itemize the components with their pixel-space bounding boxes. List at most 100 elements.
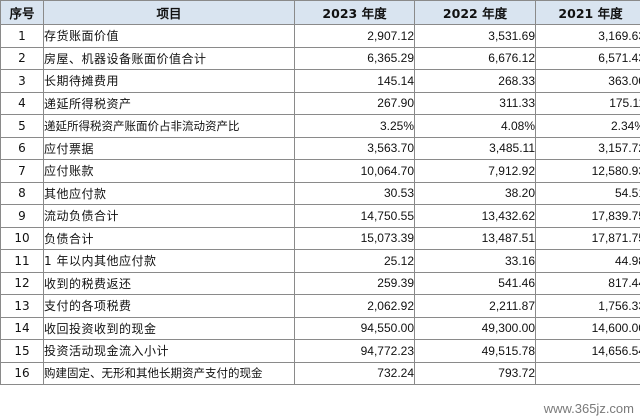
- value-2023: 6,365.29: [294, 46, 415, 70]
- row-item-label: 支付的各项税费: [43, 294, 295, 318]
- value-2021: 2.34%: [535, 114, 640, 138]
- row-number: 15: [0, 339, 44, 363]
- row-item-label: 房屋、机器设备账面价值合计: [43, 46, 295, 70]
- row-number: 9: [0, 204, 44, 228]
- value-2023: 2,062.92: [294, 294, 415, 318]
- row-number: 1: [0, 24, 44, 48]
- table-body: 1存货账面价值2,907.123,531.693,169.632房屋、机器设备账…: [0, 24, 640, 385]
- row-number: 4: [0, 91, 44, 115]
- value-2023: 267.90: [294, 91, 415, 115]
- row-item-label: 其他应付款: [43, 181, 295, 205]
- value-2022: 7,912.92: [414, 159, 536, 183]
- row-item-label: 负债合计: [43, 226, 295, 250]
- header-2022: 2022 年度: [414, 0, 536, 25]
- value-2021: [535, 361, 640, 385]
- value-2021: 6,571.43: [535, 46, 640, 70]
- value-2021: 817.44: [535, 271, 640, 295]
- value-2021: 3,157.72: [535, 136, 640, 160]
- value-2023: 3.25%: [294, 114, 415, 138]
- row-item-label: 购建固定、无形和其他长期资产支付的现金: [43, 361, 295, 385]
- value-2022: 6,676.12: [414, 46, 536, 70]
- table-row: 16 购建固定、无形和其他长期资产支付的现金 732.24 793.72: [0, 361, 640, 385]
- value-2023: 3,563.70: [294, 136, 415, 160]
- value-2023: 94,550.00: [294, 316, 415, 340]
- value-2021: 17,871.75: [535, 226, 640, 250]
- value-2022: 13,432.62: [414, 204, 536, 228]
- value-2022: 38.20: [414, 181, 536, 205]
- table-row: 9 流动负债合计 14,750.55 13,432.62 17,839.75: [0, 204, 640, 228]
- value-2022: 49,515.78: [414, 339, 536, 363]
- value-2023: 2,907.12: [294, 24, 415, 48]
- watermark: www.365jz.com: [543, 401, 634, 416]
- header-2021: 2021 年度: [535, 0, 640, 25]
- row-item-label: 应付账款: [43, 159, 295, 183]
- table-header: 序号 项目 2023 年度 2022 年度 2021 年度: [0, 0, 640, 25]
- row-number: 10: [0, 226, 44, 250]
- row-number: 3: [0, 69, 44, 93]
- row-item-label: 应付票据: [43, 136, 295, 160]
- value-2021: 17,839.75: [535, 204, 640, 228]
- value-2021: 363.00: [535, 69, 640, 93]
- header-item: 项目: [43, 0, 295, 25]
- row-item-label: 1 年以内其他应付款: [43, 249, 295, 273]
- table-row: 14 收回投资收到的现金 94,550.00 49,300.00 14,600.00: [0, 316, 640, 340]
- value-2021: 1,756.33: [535, 294, 640, 318]
- header-2023: 2023 年度: [294, 0, 415, 25]
- row-number: 11: [0, 249, 44, 273]
- header-row: 序号 项目 2023 年度 2022 年度 2021 年度: [0, 0, 640, 25]
- table-row: 15 投资活动现金流入小计 94,772.23 49,515.78 14,656.54: [0, 339, 640, 363]
- value-2021: 54.51: [535, 181, 640, 205]
- value-2021: 14,656.54: [535, 339, 640, 363]
- value-2023: 145.14: [294, 69, 415, 93]
- row-number: 7: [0, 159, 44, 183]
- header-no: 序号: [0, 0, 44, 25]
- row-item-label: 投资活动现金流入小计: [43, 339, 295, 363]
- value-2023: 732.24: [294, 361, 415, 385]
- row-number: 12: [0, 271, 44, 295]
- value-2021: 44.98: [535, 249, 640, 273]
- row-number: 6: [0, 136, 44, 160]
- value-2021: 175.11: [535, 91, 640, 115]
- row-item-label: 流动负债合计: [43, 204, 295, 228]
- row-number: 2: [0, 46, 44, 70]
- financial-table: 序号 项目 2023 年度 2022 年度 2021 年度 1 存货账面价值 2,9…: [0, 0, 640, 385]
- table-row: 10 负债合计 15,073.39 13,487.51 17,871.75: [0, 226, 640, 250]
- value-2022: 311.33: [414, 91, 536, 115]
- row-item-label: 存货账面价值: [43, 24, 295, 48]
- value-2022: 268.33: [414, 69, 536, 93]
- row-number: 8: [0, 181, 44, 205]
- row-item-label: 收回投资收到的现金: [43, 316, 295, 340]
- value-2022: 793.72: [414, 361, 536, 385]
- value-2022: 3,531.69: [414, 24, 536, 48]
- row-number: 16: [0, 361, 44, 385]
- value-2022: 49,300.00: [414, 316, 536, 340]
- value-2022: 13,487.51: [414, 226, 536, 250]
- value-2021: 3,169.63: [535, 24, 640, 48]
- row-number: 5: [0, 114, 44, 138]
- value-2023: 94,772.23: [294, 339, 415, 363]
- value-2022: 4.08%: [414, 114, 536, 138]
- value-2023: 14,750.55: [294, 204, 415, 228]
- value-2022: 541.46: [414, 271, 536, 295]
- row-item-label: 收到的税费返还: [43, 271, 295, 295]
- row-item-label: 长期待摊费用: [43, 69, 295, 93]
- value-2023: 15,073.39: [294, 226, 415, 250]
- row-number: 13: [0, 294, 44, 318]
- value-2023: 25.12: [294, 249, 415, 273]
- value-2023: 30.53: [294, 181, 415, 205]
- value-2021: 12,580.93: [535, 159, 640, 183]
- value-2021: 14,600.00: [535, 316, 640, 340]
- value-2023: 10,064.70: [294, 159, 415, 183]
- table-row: 7 应付账款 10,064.70 7,912.92 12,580.93: [0, 159, 640, 183]
- row-number: 14: [0, 316, 44, 340]
